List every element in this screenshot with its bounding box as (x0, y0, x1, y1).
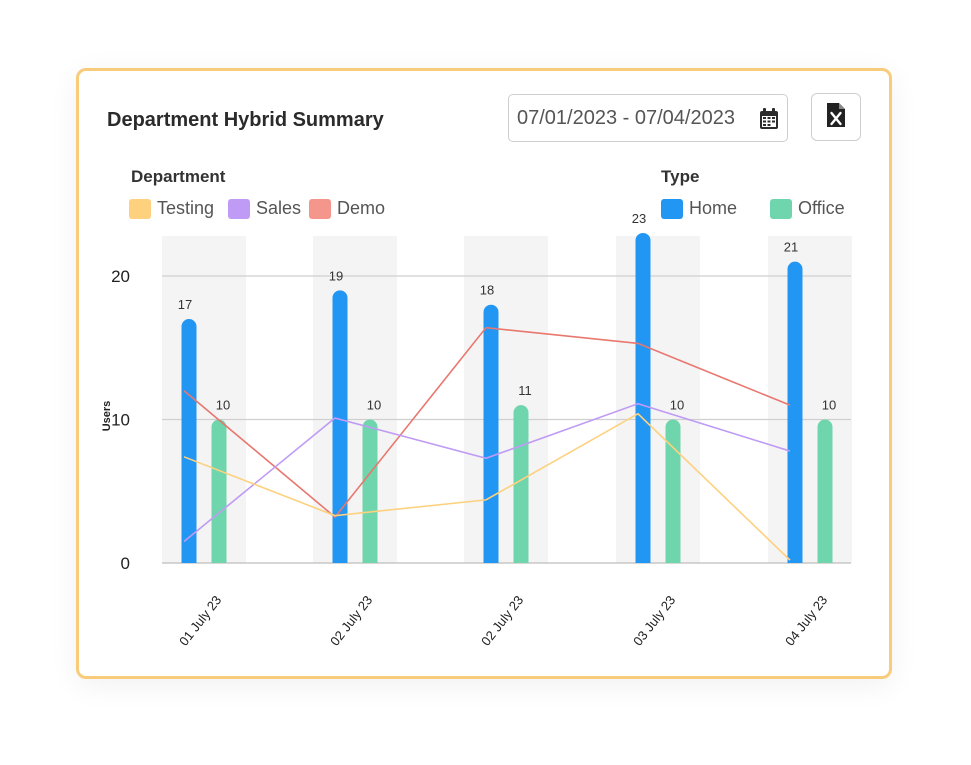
department-legend-title: Department (131, 167, 226, 186)
legend-label: Sales (256, 198, 302, 218)
legend-item-demo[interactable]: Demo (309, 198, 385, 219)
bar-home (483, 304, 499, 563)
legend-swatch (661, 198, 683, 219)
calendar-icon[interactable] (759, 108, 779, 136)
bar-data-label: 19 (329, 268, 343, 283)
bar-home (635, 232, 651, 563)
series-line-testing (183, 412, 791, 561)
legend-item-sales[interactable]: Sales (228, 198, 301, 219)
series-line-demo (183, 326, 791, 519)
bar-data-label: 10 (822, 398, 836, 413)
legend-swatch (129, 198, 151, 219)
date-range-picker[interactable]: 07/01/2023 - 07/04/2023 (508, 94, 788, 142)
bar-home (181, 319, 197, 563)
bar-data-label: 18 (480, 283, 494, 298)
category-band (313, 236, 397, 563)
bar-data-label: 17 (178, 297, 192, 312)
bar-office (665, 419, 681, 563)
legend-swatch (228, 198, 250, 219)
date-range-value: 07/01/2023 - 07/04/2023 (517, 106, 735, 129)
bar-office (513, 405, 529, 563)
y-tick-label: 20 (111, 267, 130, 286)
x-tick-label: 03 July 23 (630, 593, 678, 649)
category-band (768, 236, 852, 563)
legend-item-testing[interactable]: Testing (129, 198, 214, 219)
bar-home (332, 290, 348, 563)
y-tick-label: 0 (121, 554, 130, 573)
legend-item-home[interactable]: Home (661, 198, 737, 219)
legend-item-office[interactable]: Office (770, 198, 845, 219)
legend-label: Office (798, 198, 845, 218)
bar-data-label: 21 (784, 240, 798, 255)
y-axis-label: Users (101, 401, 113, 432)
x-tick-label: 02 July 23 (478, 593, 526, 649)
category-band (616, 236, 700, 563)
bar-data-label: 23 (632, 211, 646, 226)
series-line-sales (183, 402, 791, 543)
bar-data-label: 10 (367, 398, 381, 413)
chart-title: Department Hybrid Summary (107, 109, 384, 131)
x-tick-label: 04 July 23 (782, 593, 830, 649)
legend-label: Testing (157, 198, 215, 218)
category-band (162, 236, 246, 563)
bar-data-label: 10 (670, 398, 684, 413)
legend-label: Home (689, 198, 738, 218)
legend-label: Demo (337, 198, 386, 218)
bar-data-label: 10 (216, 398, 230, 413)
export-excel-button[interactable] (811, 93, 861, 141)
bar-office (211, 419, 227, 563)
legend-swatch (770, 198, 792, 219)
bar-office (362, 419, 378, 563)
bar-office (817, 419, 833, 563)
x-tick-label: 02 July 23 (327, 593, 375, 649)
bar-data-label: 11 (518, 383, 532, 398)
excel-export-icon (826, 102, 846, 133)
x-tick-label: 01 July 23 (176, 593, 224, 649)
y-tick-label: 10 (111, 411, 130, 430)
type-legend-title: Type (661, 167, 700, 186)
legend-swatch (309, 198, 331, 219)
category-band (464, 236, 548, 563)
bar-home (787, 261, 803, 563)
